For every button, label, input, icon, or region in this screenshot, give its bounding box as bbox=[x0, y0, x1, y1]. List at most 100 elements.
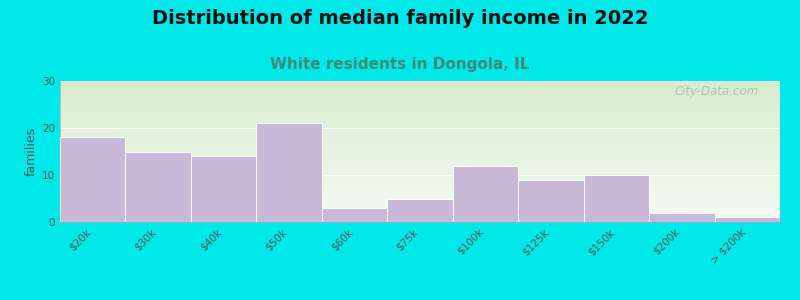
Bar bbox=[256, 123, 322, 222]
Bar bbox=[387, 199, 453, 222]
Bar bbox=[60, 150, 780, 151]
Bar bbox=[191, 156, 256, 222]
Bar bbox=[60, 93, 780, 94]
Bar bbox=[60, 205, 780, 206]
Bar bbox=[60, 171, 780, 172]
Bar bbox=[60, 144, 780, 145]
Bar bbox=[60, 86, 780, 87]
Bar bbox=[60, 215, 780, 216]
Bar bbox=[60, 90, 780, 91]
Bar bbox=[60, 122, 780, 123]
Bar bbox=[60, 153, 780, 154]
Bar bbox=[60, 102, 780, 103]
Bar bbox=[60, 159, 780, 160]
Bar bbox=[60, 220, 780, 221]
Bar bbox=[60, 136, 780, 137]
Bar bbox=[60, 140, 780, 141]
Bar bbox=[60, 132, 780, 133]
Bar bbox=[60, 123, 780, 124]
Bar bbox=[60, 168, 780, 169]
Bar bbox=[60, 139, 780, 140]
Bar bbox=[60, 116, 780, 117]
Bar bbox=[60, 204, 780, 205]
Bar bbox=[60, 165, 780, 166]
Bar bbox=[60, 119, 780, 120]
Bar bbox=[60, 134, 780, 135]
Bar bbox=[60, 110, 780, 111]
Bar bbox=[453, 166, 518, 222]
Bar bbox=[60, 124, 780, 125]
Bar bbox=[60, 113, 780, 114]
Bar bbox=[60, 104, 780, 105]
Text: White residents in Dongola, IL: White residents in Dongola, IL bbox=[270, 57, 530, 72]
Bar bbox=[60, 176, 780, 177]
Bar bbox=[60, 179, 780, 180]
Bar bbox=[60, 200, 780, 201]
Bar bbox=[60, 145, 780, 146]
Bar bbox=[60, 82, 780, 83]
Bar bbox=[60, 164, 780, 165]
Bar bbox=[60, 148, 780, 149]
Bar bbox=[60, 163, 780, 164]
Bar bbox=[60, 126, 780, 127]
Bar bbox=[60, 194, 780, 195]
Bar bbox=[60, 128, 780, 129]
Bar bbox=[60, 183, 780, 184]
Bar bbox=[60, 133, 780, 134]
Bar bbox=[60, 216, 780, 217]
Bar bbox=[60, 158, 780, 159]
Bar bbox=[60, 94, 780, 95]
Bar bbox=[60, 88, 780, 89]
Bar bbox=[60, 198, 780, 199]
Text: City-Data.com: City-Data.com bbox=[674, 85, 758, 98]
Bar bbox=[60, 162, 780, 163]
Bar bbox=[60, 160, 780, 161]
Bar bbox=[60, 208, 780, 209]
Bar bbox=[60, 135, 780, 136]
Bar bbox=[322, 208, 387, 222]
Bar bbox=[60, 188, 780, 189]
Bar bbox=[60, 143, 780, 144]
Bar bbox=[60, 207, 780, 208]
Bar bbox=[60, 174, 780, 175]
Bar bbox=[60, 219, 780, 220]
Bar bbox=[60, 214, 780, 215]
Text: Distribution of median family income in 2022: Distribution of median family income in … bbox=[152, 9, 648, 28]
Bar bbox=[60, 180, 780, 181]
Bar bbox=[60, 131, 780, 132]
Bar bbox=[60, 178, 780, 179]
Bar bbox=[60, 84, 780, 85]
Bar bbox=[584, 175, 649, 222]
Bar bbox=[60, 121, 780, 122]
Bar bbox=[60, 81, 780, 82]
Bar bbox=[60, 120, 780, 121]
Bar bbox=[60, 152, 780, 153]
Bar bbox=[60, 210, 780, 211]
Bar bbox=[60, 221, 780, 222]
Bar bbox=[60, 155, 780, 156]
Bar bbox=[60, 111, 780, 112]
Bar bbox=[60, 149, 780, 150]
Bar bbox=[60, 185, 780, 186]
Bar bbox=[60, 203, 780, 204]
Bar bbox=[60, 83, 780, 84]
Bar bbox=[60, 189, 780, 190]
Bar bbox=[60, 166, 780, 167]
Bar bbox=[60, 156, 780, 157]
Bar bbox=[60, 97, 780, 98]
Bar bbox=[60, 186, 780, 187]
Bar bbox=[60, 82, 780, 83]
Bar bbox=[60, 181, 780, 182]
Bar bbox=[60, 201, 780, 202]
Bar bbox=[60, 118, 780, 119]
Bar bbox=[60, 92, 780, 93]
Bar bbox=[60, 142, 780, 143]
Bar bbox=[60, 170, 780, 171]
Bar bbox=[60, 195, 780, 196]
Bar bbox=[60, 109, 780, 110]
Bar bbox=[649, 213, 714, 222]
Bar bbox=[60, 138, 780, 139]
Bar bbox=[60, 177, 780, 178]
Bar bbox=[60, 114, 780, 115]
Bar bbox=[60, 105, 780, 106]
